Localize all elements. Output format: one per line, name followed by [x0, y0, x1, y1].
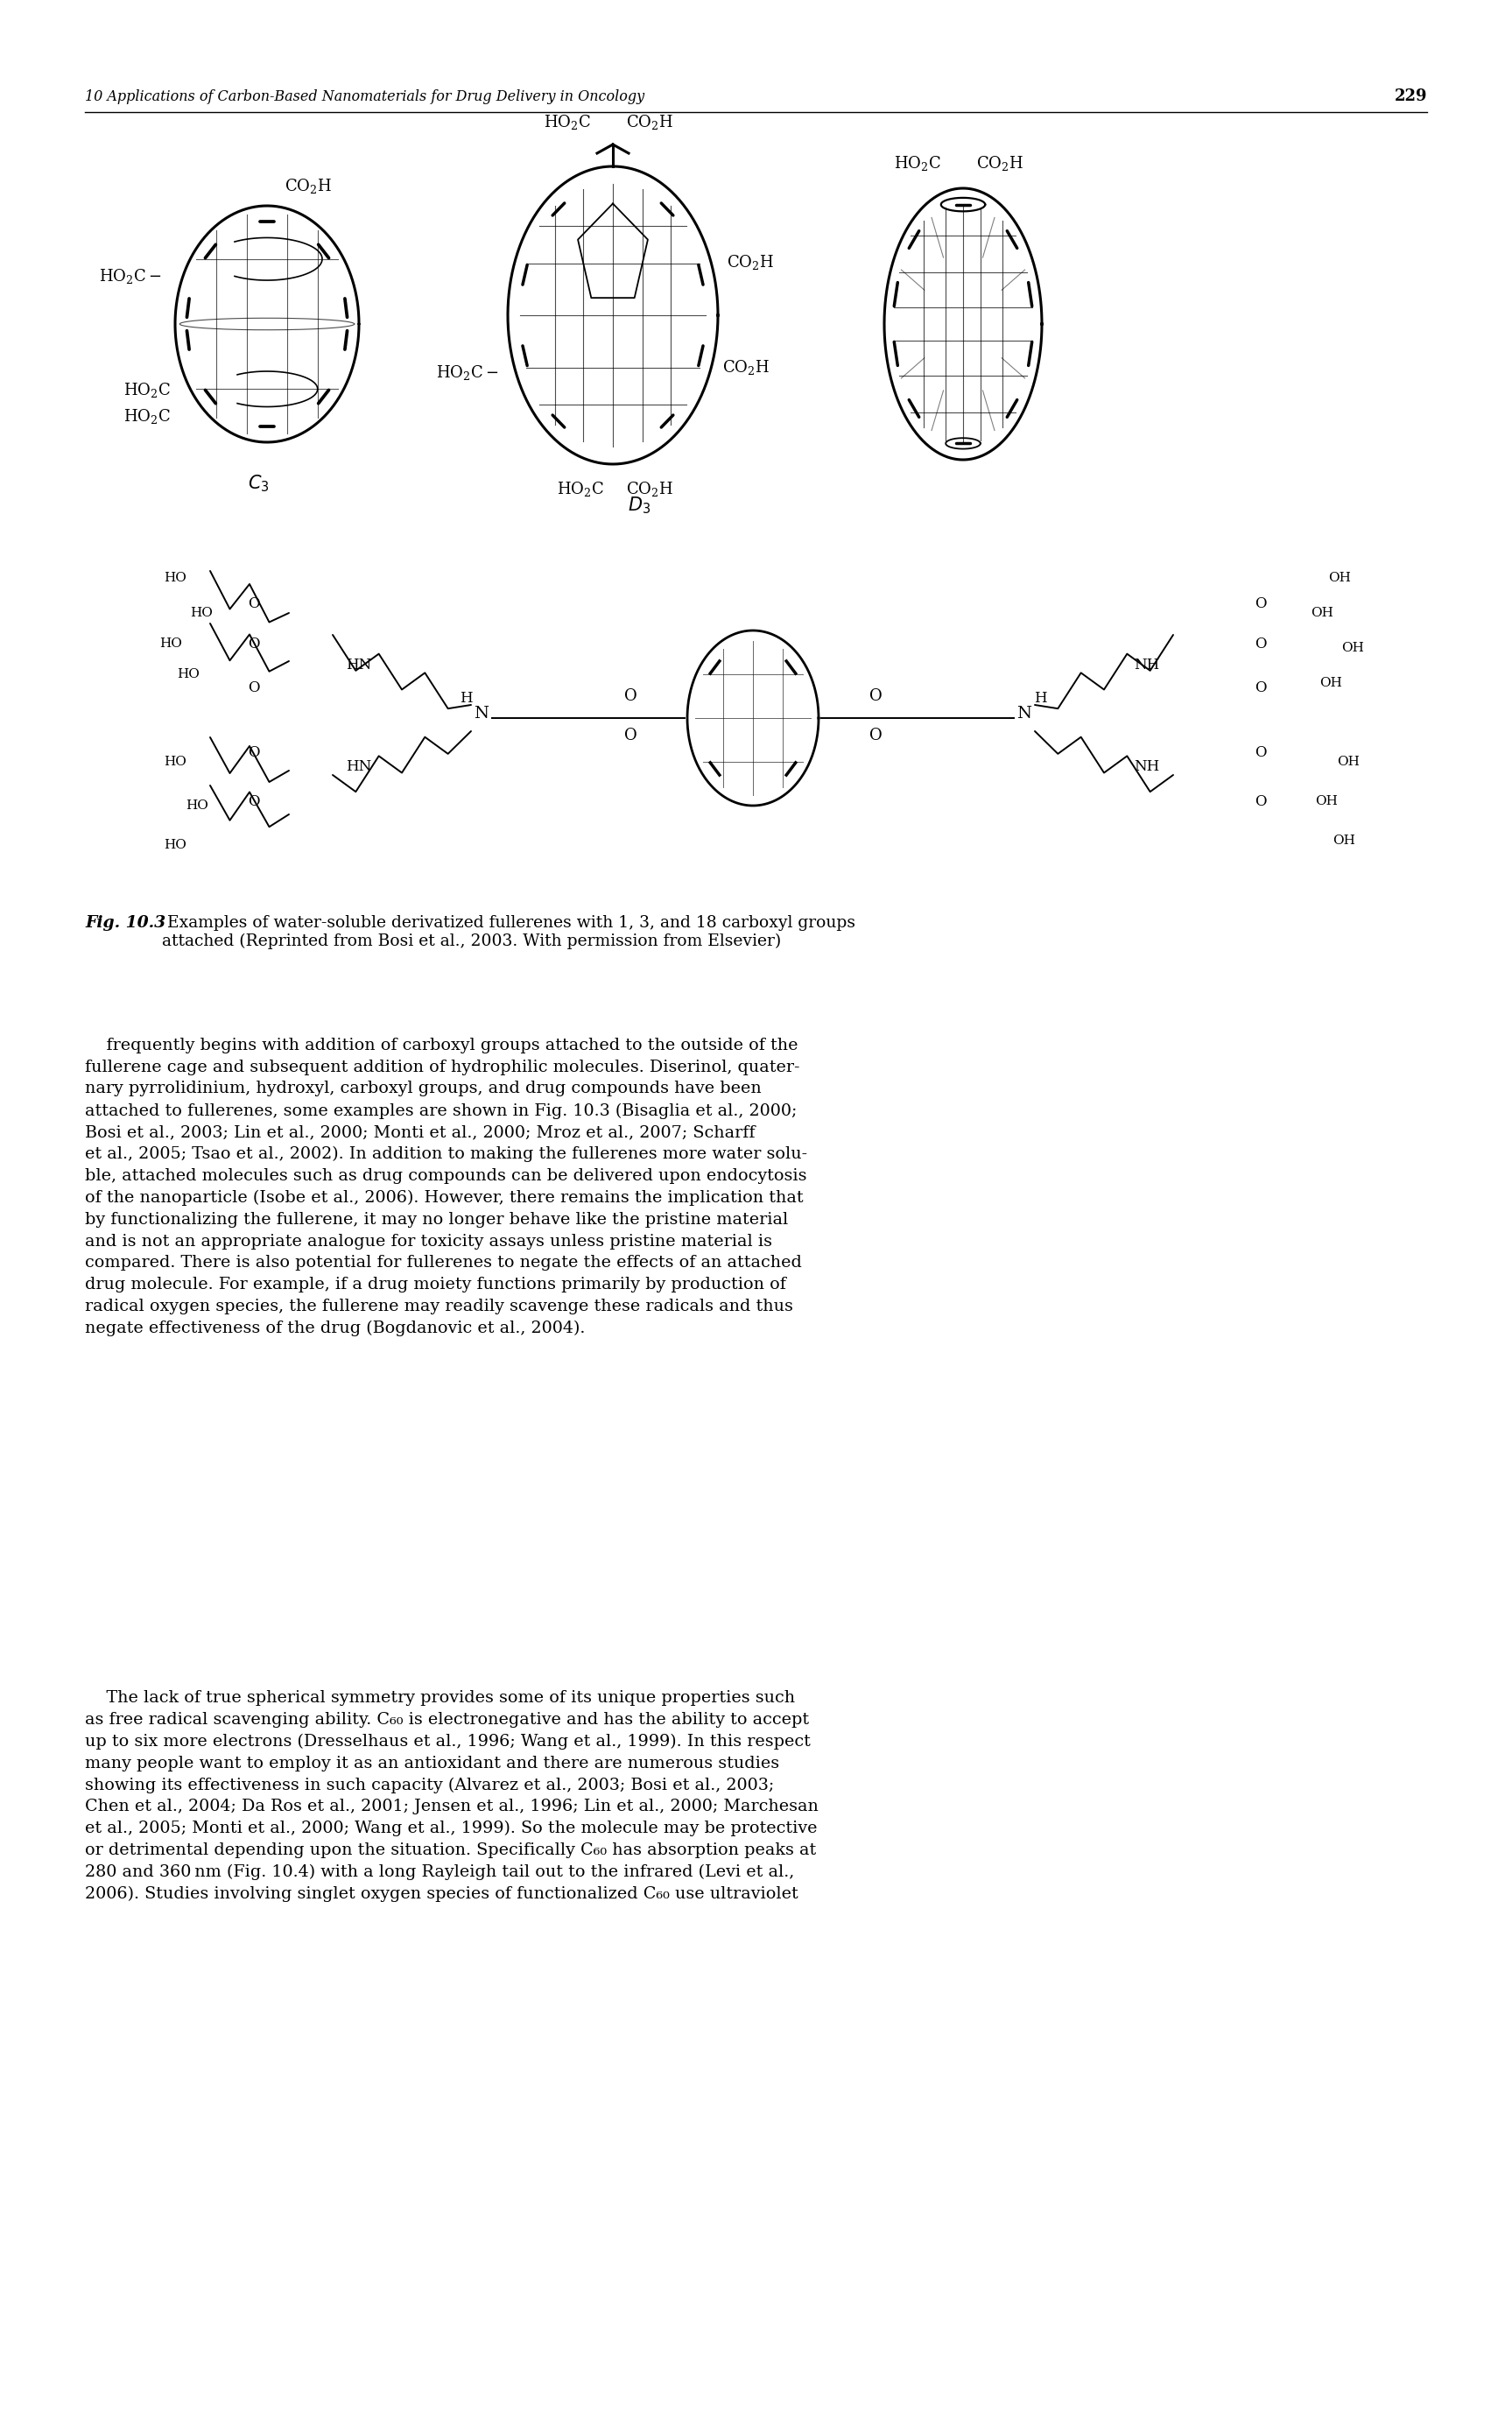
Text: frequently begins with addition of carboxyl groups attached to the outside of th: frequently begins with addition of carbo…: [85, 1038, 807, 1336]
Text: HO: HO: [186, 799, 209, 812]
Text: HO: HO: [177, 668, 200, 680]
Text: $D_3$: $D_3$: [627, 496, 650, 515]
Text: $\mathregular{CO_2H}$: $\mathregular{CO_2H}$: [626, 479, 673, 498]
Text: O: O: [1255, 680, 1267, 695]
Text: OH: OH: [1315, 795, 1338, 807]
Text: NH: NH: [1134, 758, 1160, 773]
Text: OH: OH: [1337, 756, 1359, 768]
Text: OH: OH: [1328, 571, 1350, 583]
Text: HN: HN: [346, 659, 372, 673]
Text: N: N: [1018, 705, 1031, 722]
Text: HO: HO: [163, 838, 186, 850]
Text: OH: OH: [1320, 678, 1343, 690]
Text: $\mathregular{HO_2C}$: $\mathregular{HO_2C}$: [894, 153, 940, 173]
Text: OH: OH: [1311, 608, 1334, 620]
Text: $C_3$: $C_3$: [248, 474, 269, 493]
Text: $\mathregular{HO_2C-}$: $\mathregular{HO_2C-}$: [100, 267, 162, 284]
Text: O: O: [1255, 795, 1267, 809]
Text: HO: HO: [159, 637, 181, 649]
Text: 229: 229: [1394, 87, 1427, 104]
Text: The lack of true spherical symmetry provides some of its unique properties such
: The lack of true spherical symmetry prov…: [85, 1689, 818, 1903]
Text: $\mathregular{HO_2C}$: $\mathregular{HO_2C}$: [124, 382, 171, 399]
Text: O: O: [1255, 598, 1267, 612]
Text: O: O: [248, 746, 260, 761]
Text: Fig. 10.3: Fig. 10.3: [85, 916, 166, 931]
Text: $\mathregular{CO_2H}$: $\mathregular{CO_2H}$: [723, 360, 770, 377]
Text: $\mathregular{HO_2C}$: $\mathregular{HO_2C}$: [124, 408, 171, 425]
Text: $\mathregular{CO_2H}$: $\mathregular{CO_2H}$: [977, 153, 1024, 173]
Text: HO: HO: [163, 756, 186, 768]
Text: $\mathregular{CO_2H}$: $\mathregular{CO_2H}$: [284, 177, 331, 194]
Text: NH: NH: [1134, 659, 1160, 673]
Text: O: O: [248, 680, 260, 695]
Text: O: O: [1255, 746, 1267, 761]
Text: O: O: [869, 727, 881, 744]
Text: O: O: [248, 637, 260, 651]
Text: $\mathregular{CO_2H}$: $\mathregular{CO_2H}$: [626, 112, 673, 131]
Text: N: N: [475, 705, 488, 722]
Text: O: O: [624, 727, 637, 744]
Text: Examples of water-soluble derivatized fullerenes with 1, 3, and 18 carboxyl grou: Examples of water-soluble derivatized fu…: [162, 916, 856, 950]
Text: H: H: [460, 693, 472, 707]
Text: $\mathregular{HO_2C}$: $\mathregular{HO_2C}$: [544, 112, 591, 131]
Text: 10 Applications of Carbon-Based Nanomaterials for Drug Delivery in Oncology: 10 Applications of Carbon-Based Nanomate…: [85, 90, 644, 104]
Text: OH: OH: [1332, 833, 1355, 846]
Text: $\mathregular{HO_2C-}$: $\mathregular{HO_2C-}$: [437, 362, 499, 382]
Text: O: O: [248, 795, 260, 809]
Text: O: O: [869, 688, 881, 705]
Text: O: O: [1255, 637, 1267, 651]
Text: HO: HO: [163, 571, 186, 583]
Text: $\mathregular{CO_2H}$: $\mathregular{CO_2H}$: [727, 253, 774, 272]
Text: HO: HO: [191, 608, 213, 620]
Text: O: O: [624, 688, 637, 705]
Text: H: H: [1034, 693, 1046, 707]
Text: $\mathregular{HO_2C}$: $\mathregular{HO_2C}$: [556, 479, 605, 498]
Text: OH: OH: [1341, 642, 1364, 654]
Text: O: O: [248, 598, 260, 612]
Text: HN: HN: [346, 758, 372, 773]
